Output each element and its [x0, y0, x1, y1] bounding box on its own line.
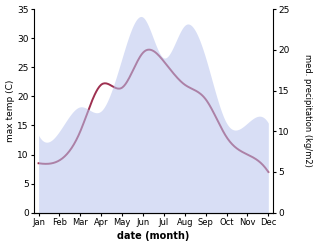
- Y-axis label: max temp (C): max temp (C): [5, 80, 15, 142]
- Y-axis label: med. precipitation (kg/m2): med. precipitation (kg/m2): [303, 54, 313, 167]
- X-axis label: date (month): date (month): [117, 231, 190, 242]
